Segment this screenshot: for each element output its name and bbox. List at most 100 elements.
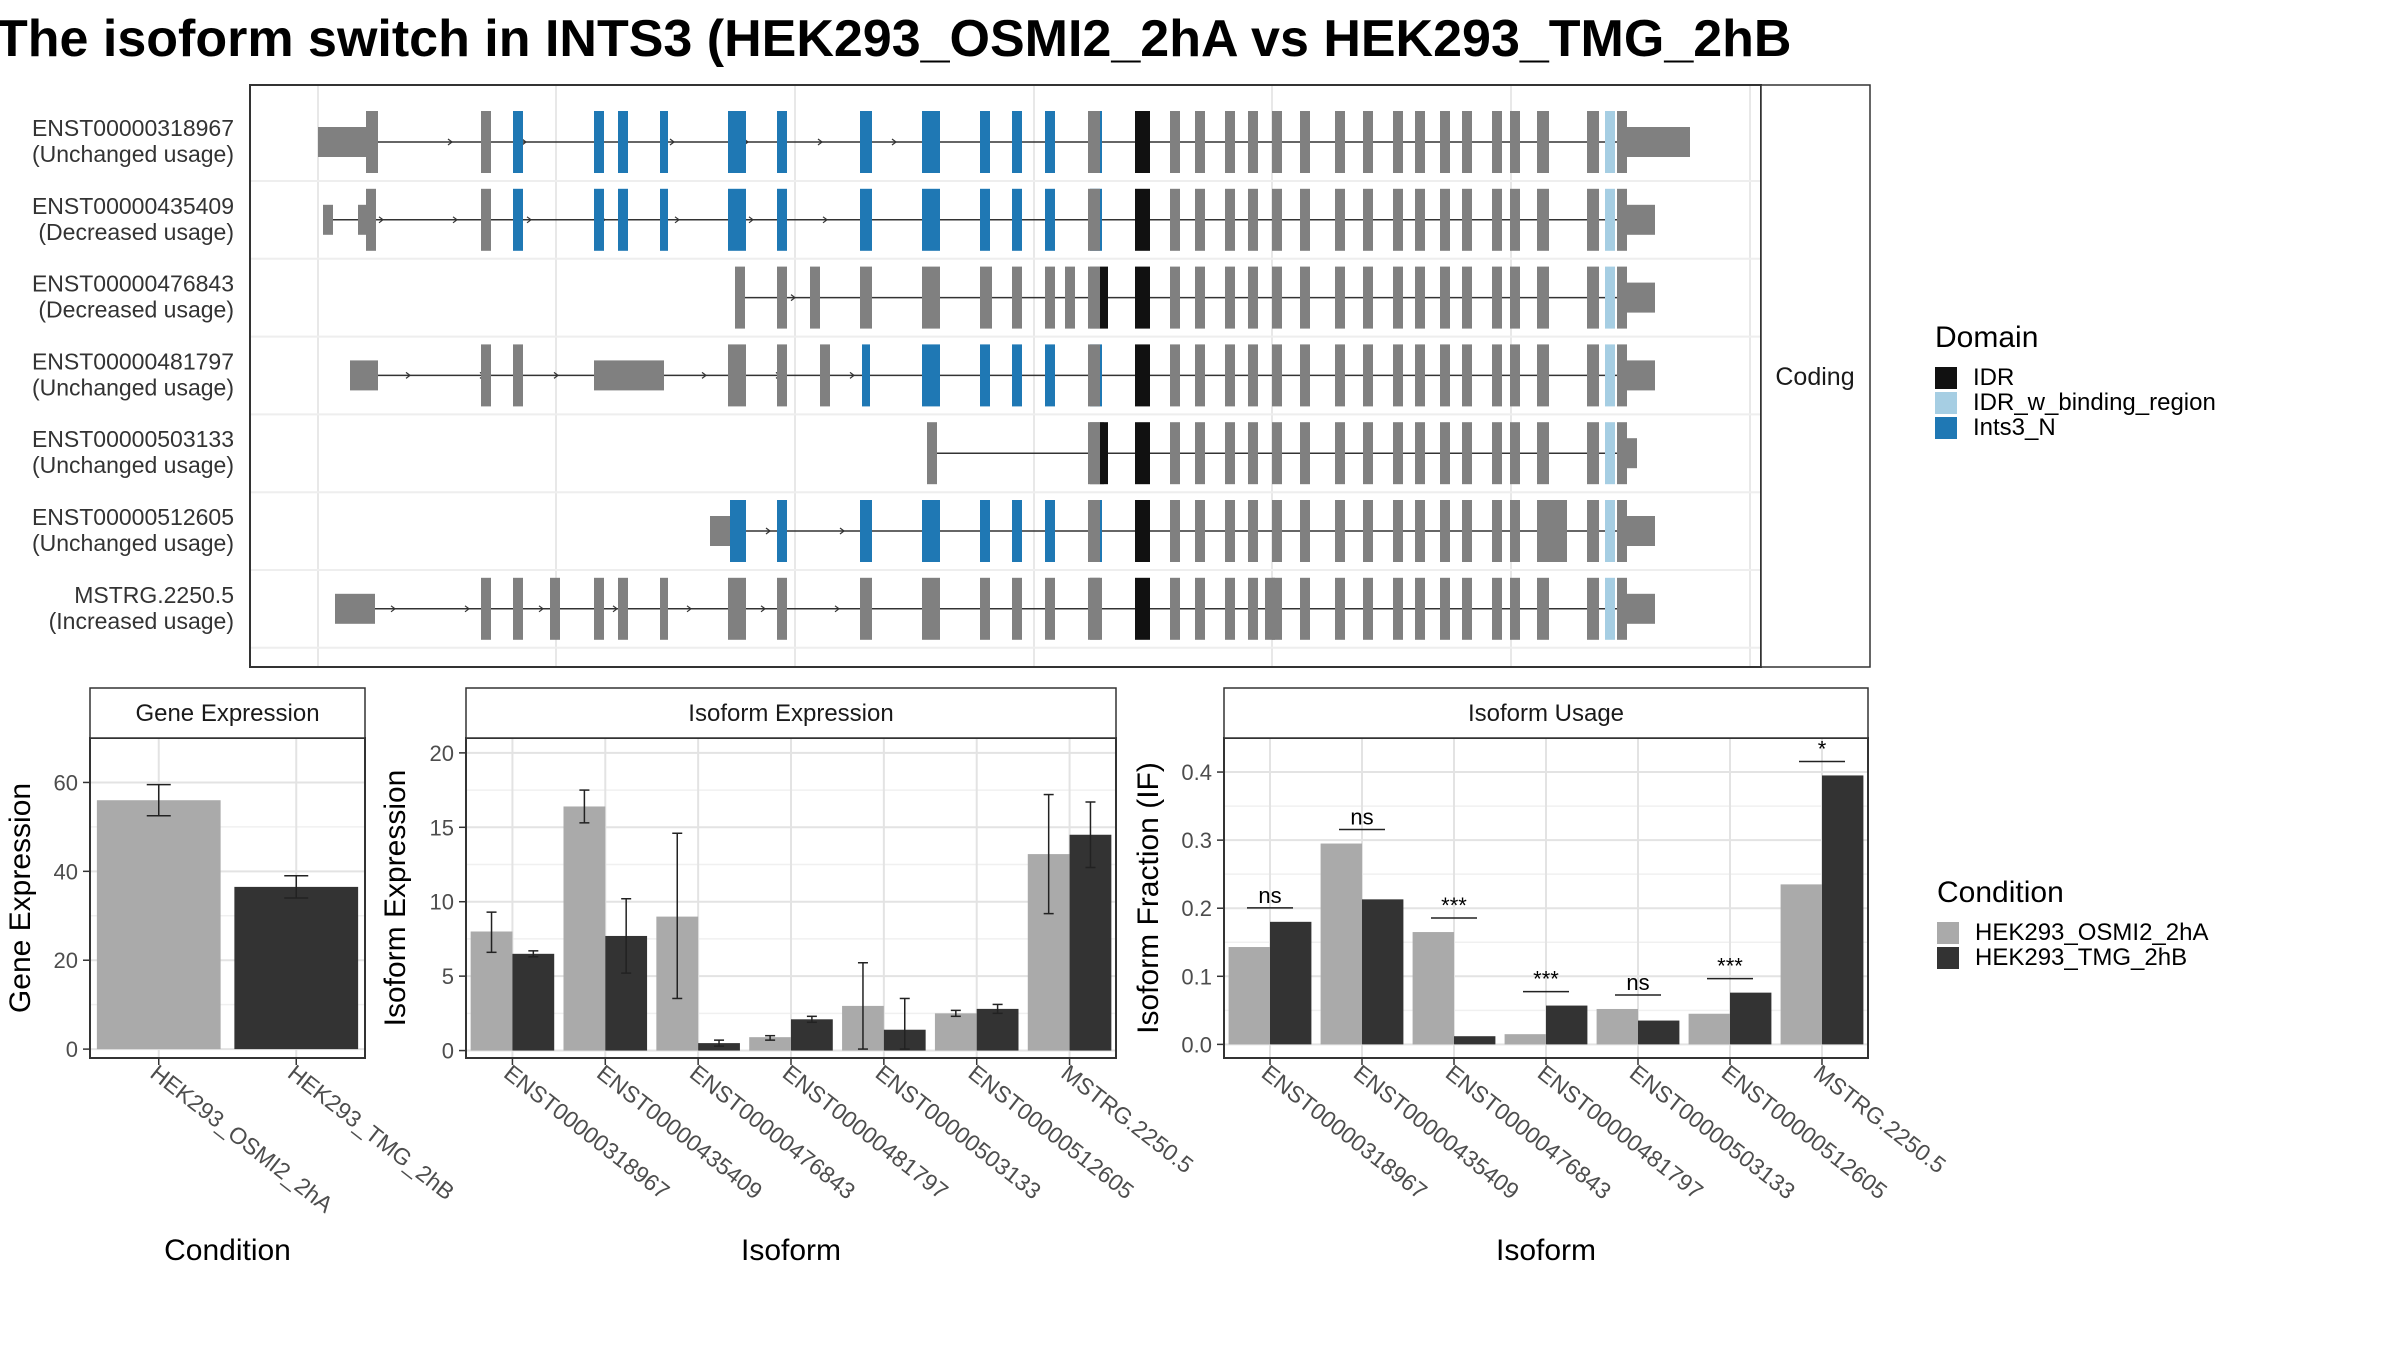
coding-exon [1492,344,1502,407]
coding-exon [1537,266,1549,329]
coding-exon [728,577,746,640]
domain-legend-swatch [1935,417,1957,439]
condition-legend-swatch [1937,947,1959,969]
coding-exon [1393,344,1403,407]
coding-exon [980,266,992,329]
x-tick-label: ENST00000435409 [592,1059,767,1204]
domain-ints3-n-exon [922,111,940,173]
coding-exon [481,188,491,251]
coding-exon [1170,500,1180,562]
coding-exon [1363,422,1373,485]
utr-exon [1627,593,1655,624]
bar [934,1013,977,1051]
coding-exon [1537,422,1549,485]
coding-exon [1587,266,1599,329]
utr-exon [1627,438,1637,469]
y-tick-label: 5 [442,964,454,989]
coding-exon [1248,344,1258,407]
y-axis-title: Gene Expression [4,783,37,1013]
coding-exon [728,344,746,407]
coding-exon [1300,500,1310,562]
panel-strip [1223,687,1869,739]
coding-exon [1195,111,1205,173]
bar [1069,834,1112,1051]
domain-ints3-n-exon [922,500,940,562]
domain-ints3-n-exon [1012,111,1022,173]
coding-exon [550,577,560,640]
domain-idr-exon [1135,577,1150,640]
domain-idr-exon [1135,188,1150,251]
coding-exon [860,266,872,329]
coding-exon [1492,422,1502,485]
intron-direction-arrow [790,294,796,302]
coding-exon [1440,344,1450,407]
domain-ints3-n-exon [1012,500,1022,562]
coding-exon [1225,188,1235,251]
coding-exon [1363,344,1373,407]
panel-strip [465,687,1117,739]
domain-ints3-n-exon [862,344,870,407]
coding-exon [1225,422,1235,485]
isoform-expression-panel: Isoform Expression 0 5 10 15 20 ENST0000031896… [379,687,1198,1267]
y-tick-label: 40 [54,859,78,884]
coding-exon [1272,422,1282,485]
transcript-id-label: MSTRG.2250.5 [74,582,234,608]
coding-exon [1272,188,1282,251]
intron-direction-arrow [669,138,675,146]
coding-exon [1195,344,1205,407]
domain-ints3-n-exon [660,188,668,251]
domain-ints3-n-exon [594,111,604,173]
intron-direction-arrow [849,371,855,379]
domain-idr-exon [1100,422,1108,485]
coding-exon [1248,422,1258,485]
domain-ints3-n-exon [1045,188,1055,251]
x-axis-title: Isoform [741,1234,841,1267]
domain-ints3-n-exon [980,344,990,407]
x-tick-label: ENST00000435409 [1349,1059,1524,1204]
y-tick-label: 20 [430,741,454,766]
y-tick-label: 15 [430,815,454,840]
x-tick-label: ENST00000481797 [1533,1059,1708,1204]
coding-exon [618,577,628,640]
coding-exon [1225,111,1235,173]
coding-exon [1510,111,1520,173]
intron-direction-arrow [674,216,680,224]
coding-exon [366,188,376,251]
coding-exon [1300,111,1310,173]
transcript-id-label: ENST00000476843 [32,271,234,297]
bar [976,1008,1019,1051]
bar [1320,843,1362,1045]
bar [1780,884,1822,1045]
domain-idr-exon [1135,500,1150,562]
coding-exon [1225,344,1235,407]
domain-ints3-n-exon [980,111,990,173]
coding-exon [1492,500,1502,562]
y-axis-title: Isoform Expression [379,770,412,1027]
bar [791,1019,833,1051]
coding-exon [1335,344,1345,407]
utr-exon [1627,127,1690,157]
coding-exon [660,577,668,640]
coding-exon [1510,577,1520,640]
coding-exon [1170,422,1180,485]
significance-label: ns [1350,805,1373,830]
coding-exon [594,577,604,640]
coding-exon [1088,500,1100,562]
coding-exon [1272,266,1282,329]
x-tick-label: ENST00000476843 [1441,1059,1616,1204]
coding-exon [1440,111,1450,173]
y-tick-label: 20 [54,948,78,973]
x-axis-title: Condition [164,1234,291,1267]
intron-direction-arrow [378,216,384,224]
coding-exon [513,344,523,407]
coding-exon [1012,266,1022,329]
coding-exon [1537,344,1549,407]
coding-exon [1045,266,1055,329]
significance-label: *** [1533,967,1559,992]
intron-direction-arrow [817,138,823,146]
utr-exon [1627,360,1655,391]
coding-exon [1462,577,1472,640]
coding-exon [1363,577,1373,640]
